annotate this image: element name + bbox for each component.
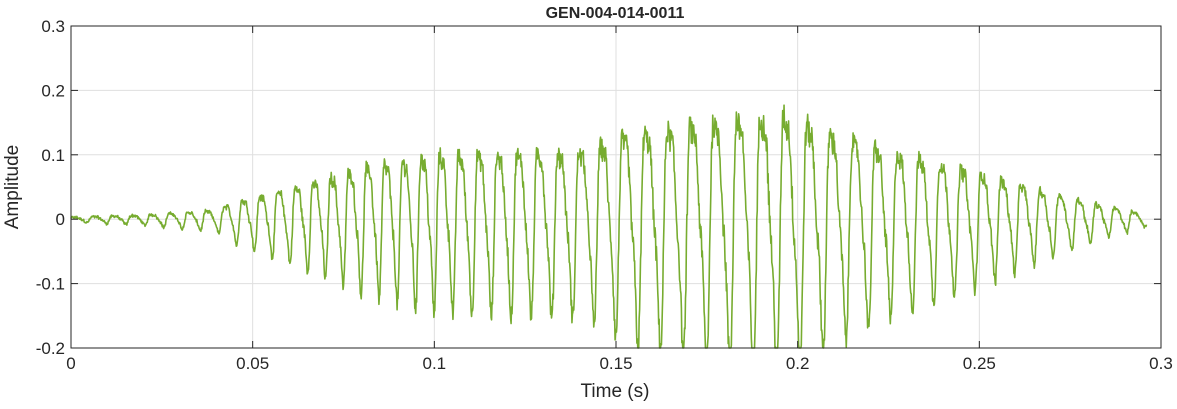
axes [70, 25, 1162, 349]
y-tick-label: -0.2 [36, 339, 65, 358]
x-tick-label: 0.2 [786, 354, 810, 373]
x-tick-label: 0.15 [599, 354, 632, 373]
x-tick-label: 0 [66, 354, 75, 373]
tick-labels: 0 0.05 0.1 0.15 0.2 0.25 0.3 -0.2 -0.1 0 0.1 0.2 0.3 [36, 17, 1173, 373]
y-tick-label: 0 [56, 210, 65, 229]
x-tick-label: 0.3 [1149, 354, 1173, 373]
y-tick-label: 0.2 [41, 81, 65, 100]
y-tick-label: 0.3 [41, 17, 65, 36]
y-tick-label: 0.1 [41, 146, 65, 165]
x-tick-label: 0.1 [423, 354, 447, 373]
chart-title: GEN-004-014-0011 [546, 5, 685, 22]
grid [70, 25, 1162, 349]
x-axis-label: Time (s) [581, 381, 650, 402]
series-line [70, 104, 1148, 349]
plot-area [70, 104, 1148, 349]
x-tick-label: 0.25 [963, 354, 996, 373]
x-tick-label: 0.05 [236, 354, 269, 373]
y-tick-label: -0.1 [36, 275, 65, 294]
y-axis-label: Amplitude [2, 145, 23, 230]
